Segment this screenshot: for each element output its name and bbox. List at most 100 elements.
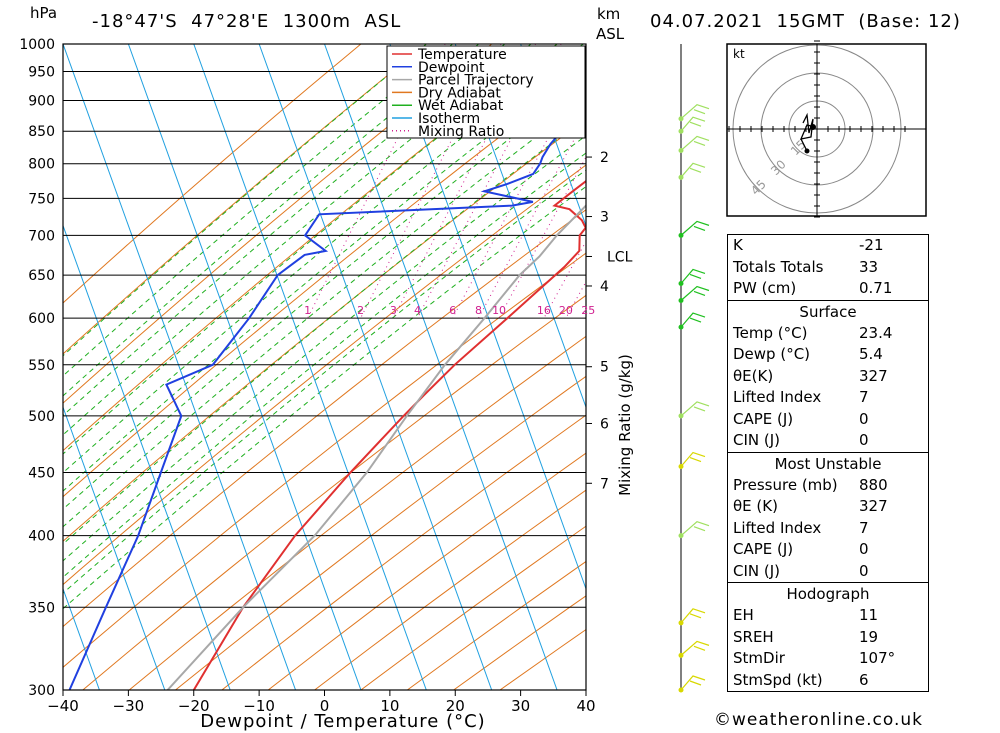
isotherm-line bbox=[127, 44, 362, 690]
mixing-ratio-label: 6 bbox=[449, 304, 456, 317]
index-value: 33 bbox=[859, 257, 879, 276]
index-name: CAPE (J) bbox=[733, 409, 794, 428]
asl-label: ASL bbox=[596, 25, 625, 43]
mixing-ratio-axis-label: Mixing Ratio (g/kg) bbox=[616, 354, 634, 496]
index-name: Pressure (mb) bbox=[733, 475, 838, 494]
wind-barb bbox=[680, 116, 706, 132]
km-tick-label: 2 bbox=[600, 150, 609, 166]
index-name: Lifted Index bbox=[733, 518, 822, 537]
hodograph-storm-point bbox=[804, 148, 810, 154]
wind-barb bbox=[680, 104, 710, 120]
dry-adiabat-line bbox=[221, 414, 586, 690]
wind-barb bbox=[680, 608, 706, 624]
index-row: Pressure (mb) 880 bbox=[728, 475, 928, 497]
km-tick-label: 5 bbox=[600, 360, 609, 376]
index-name: PW (cm) bbox=[733, 279, 797, 297]
index-name: θE(K) bbox=[733, 366, 774, 385]
indices-table: K -21 Totals Totals 33 PW (cm) 0.71 Surface… bbox=[727, 234, 929, 692]
index-name: K bbox=[733, 236, 743, 254]
isotherm-line bbox=[63, 405, 166, 690]
section-title: Hodograph bbox=[786, 585, 870, 603]
hodograph-unit: kt bbox=[733, 47, 745, 61]
wind-barb bbox=[680, 640, 710, 656]
index-row: CIN (J) 0 bbox=[728, 430, 928, 452]
index-row: CAPE (J) 0 bbox=[728, 409, 928, 431]
index-value: 5.4 bbox=[859, 345, 883, 363]
index-value: 0 bbox=[859, 561, 869, 580]
pressure-tick-label: 700 bbox=[28, 228, 55, 244]
wet-adiabat-line bbox=[63, 135, 586, 562]
index-name: StmSpd (kt) bbox=[733, 670, 823, 689]
pressure-tick-label: 350 bbox=[28, 600, 55, 616]
legend-label: Wet Adiabat bbox=[418, 98, 504, 114]
mixing-ratio-label: 3 bbox=[390, 304, 397, 317]
x-tick-label: −30 bbox=[113, 697, 145, 715]
x-axis-label: Dewpoint / Temperature (°C) bbox=[200, 711, 485, 732]
index-value: 0.71 bbox=[859, 279, 893, 297]
copyright[interactable]: ©weatheronline.co.uk bbox=[714, 710, 924, 730]
isotherm-line bbox=[454, 44, 586, 409]
hodograph-frame bbox=[726, 43, 927, 217]
mixing-ratio-label: 16 bbox=[537, 304, 551, 317]
pressure-tick-label: 400 bbox=[28, 529, 55, 545]
x-tick-label: −40 bbox=[47, 697, 79, 715]
mixing-ratio-label: 10 bbox=[492, 304, 506, 317]
wind-profile bbox=[678, 44, 710, 693]
legend-label: Dewpoint bbox=[418, 60, 485, 76]
mixing-ratio-label: 25 bbox=[581, 304, 595, 317]
legend-label: Temperature bbox=[417, 47, 507, 63]
index-row: Dewp (°C) 5.4 bbox=[728, 344, 928, 366]
index-value: -21 bbox=[859, 236, 884, 254]
section-title: Surface bbox=[799, 302, 857, 321]
isotherm-line bbox=[63, 44, 297, 690]
pressure-tick-label: 450 bbox=[28, 465, 55, 481]
mixing-ratio-label: 2 bbox=[357, 304, 364, 317]
wet-adiabat-line bbox=[63, 60, 586, 492]
section-title: Most Unstable bbox=[774, 454, 882, 473]
index-name: CAPE (J) bbox=[733, 540, 794, 558]
index-row: StmDir 107° bbox=[728, 648, 928, 670]
pressure-tick-label: 850 bbox=[28, 124, 55, 140]
legend-label: Dry Adiabat bbox=[418, 85, 501, 101]
x-tick-label: −20 bbox=[178, 697, 210, 715]
index-value: 0 bbox=[859, 431, 869, 449]
index-row: Totals Totals 33 bbox=[728, 257, 928, 279]
indices-hodograph: Hodograph EH 11 SREH 19 StmDir 107° StmSpd … bbox=[728, 582, 928, 691]
legend-label: Mixing Ratio bbox=[418, 124, 504, 140]
isotherm-lines bbox=[63, 44, 586, 690]
mixing-ratio-label: 4 bbox=[414, 304, 421, 317]
index-row: Temp (°C) 23.4 bbox=[728, 323, 928, 345]
hodograph-origin-point bbox=[810, 124, 816, 130]
dry-adiabat-line bbox=[314, 489, 586, 690]
pressure-tick-label: 550 bbox=[28, 358, 55, 374]
indices-top: K -21 Totals Totals 33 PW (cm) 0.71 bbox=[728, 235, 928, 300]
legend-label: Parcel Trajectory bbox=[418, 73, 534, 89]
temperature-line bbox=[192, 179, 586, 690]
legend-box bbox=[386, 45, 586, 139]
wind-barb bbox=[680, 285, 710, 301]
datetime-title: 04.07.2021 15GMT (Base: 12) bbox=[650, 11, 961, 32]
isotherm-line bbox=[520, 44, 586, 228]
index-row: CIN (J) 0 bbox=[728, 561, 928, 583]
index-name: CIN (J) bbox=[733, 431, 781, 449]
wet-adiabat-line bbox=[63, 44, 584, 474]
wind-barb bbox=[680, 520, 710, 537]
x-tick-label: 0 bbox=[320, 697, 330, 715]
wind-barb bbox=[680, 312, 706, 328]
wind-barb bbox=[680, 401, 710, 417]
pressure-tick-label: 950 bbox=[28, 65, 55, 81]
index-row: PW (cm) 0.71 bbox=[728, 278, 928, 300]
wind-barb bbox=[680, 268, 706, 284]
dry-adiabat-line bbox=[267, 452, 586, 690]
km-tick-label: 3 bbox=[600, 210, 609, 226]
hpa-label: hPa bbox=[30, 4, 58, 22]
index-name: Temp (°C) bbox=[733, 323, 808, 342]
wind-barb bbox=[680, 220, 710, 236]
index-value: 0 bbox=[859, 409, 869, 428]
index-value: 11 bbox=[859, 606, 879, 624]
index-value: 0 bbox=[859, 540, 869, 558]
index-value: 7 bbox=[859, 518, 869, 537]
dry-adiabat-line bbox=[175, 375, 586, 690]
wet-adiabat-line bbox=[63, 44, 453, 377]
